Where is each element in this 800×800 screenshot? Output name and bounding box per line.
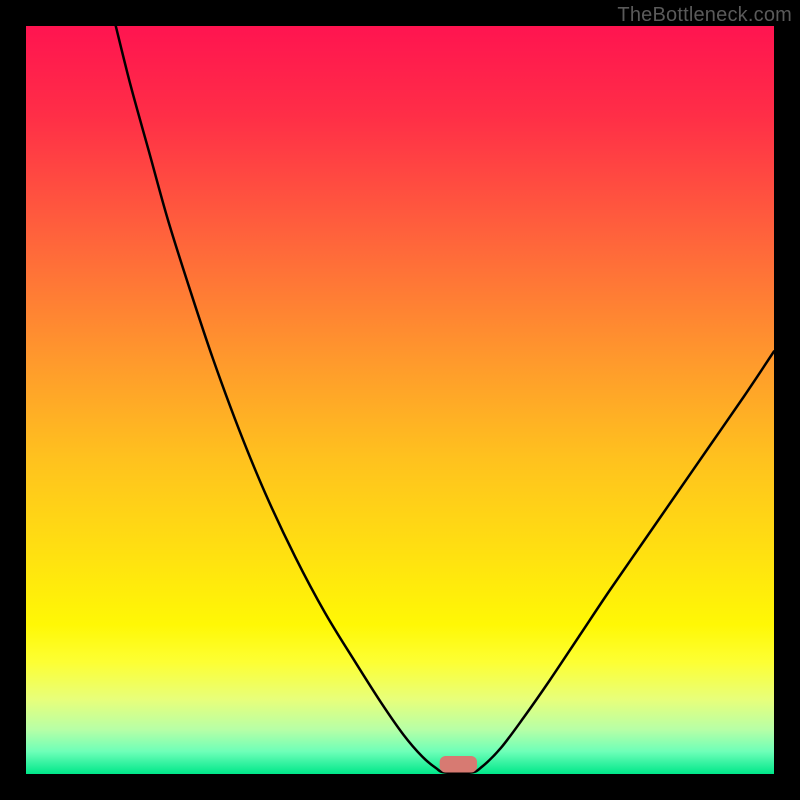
optimal-point-marker — [440, 756, 477, 772]
chart-frame: TheBottleneck.com — [0, 0, 800, 800]
plot-area — [26, 26, 774, 774]
watermark-text: TheBottleneck.com — [617, 4, 792, 27]
gradient-background — [26, 26, 774, 774]
